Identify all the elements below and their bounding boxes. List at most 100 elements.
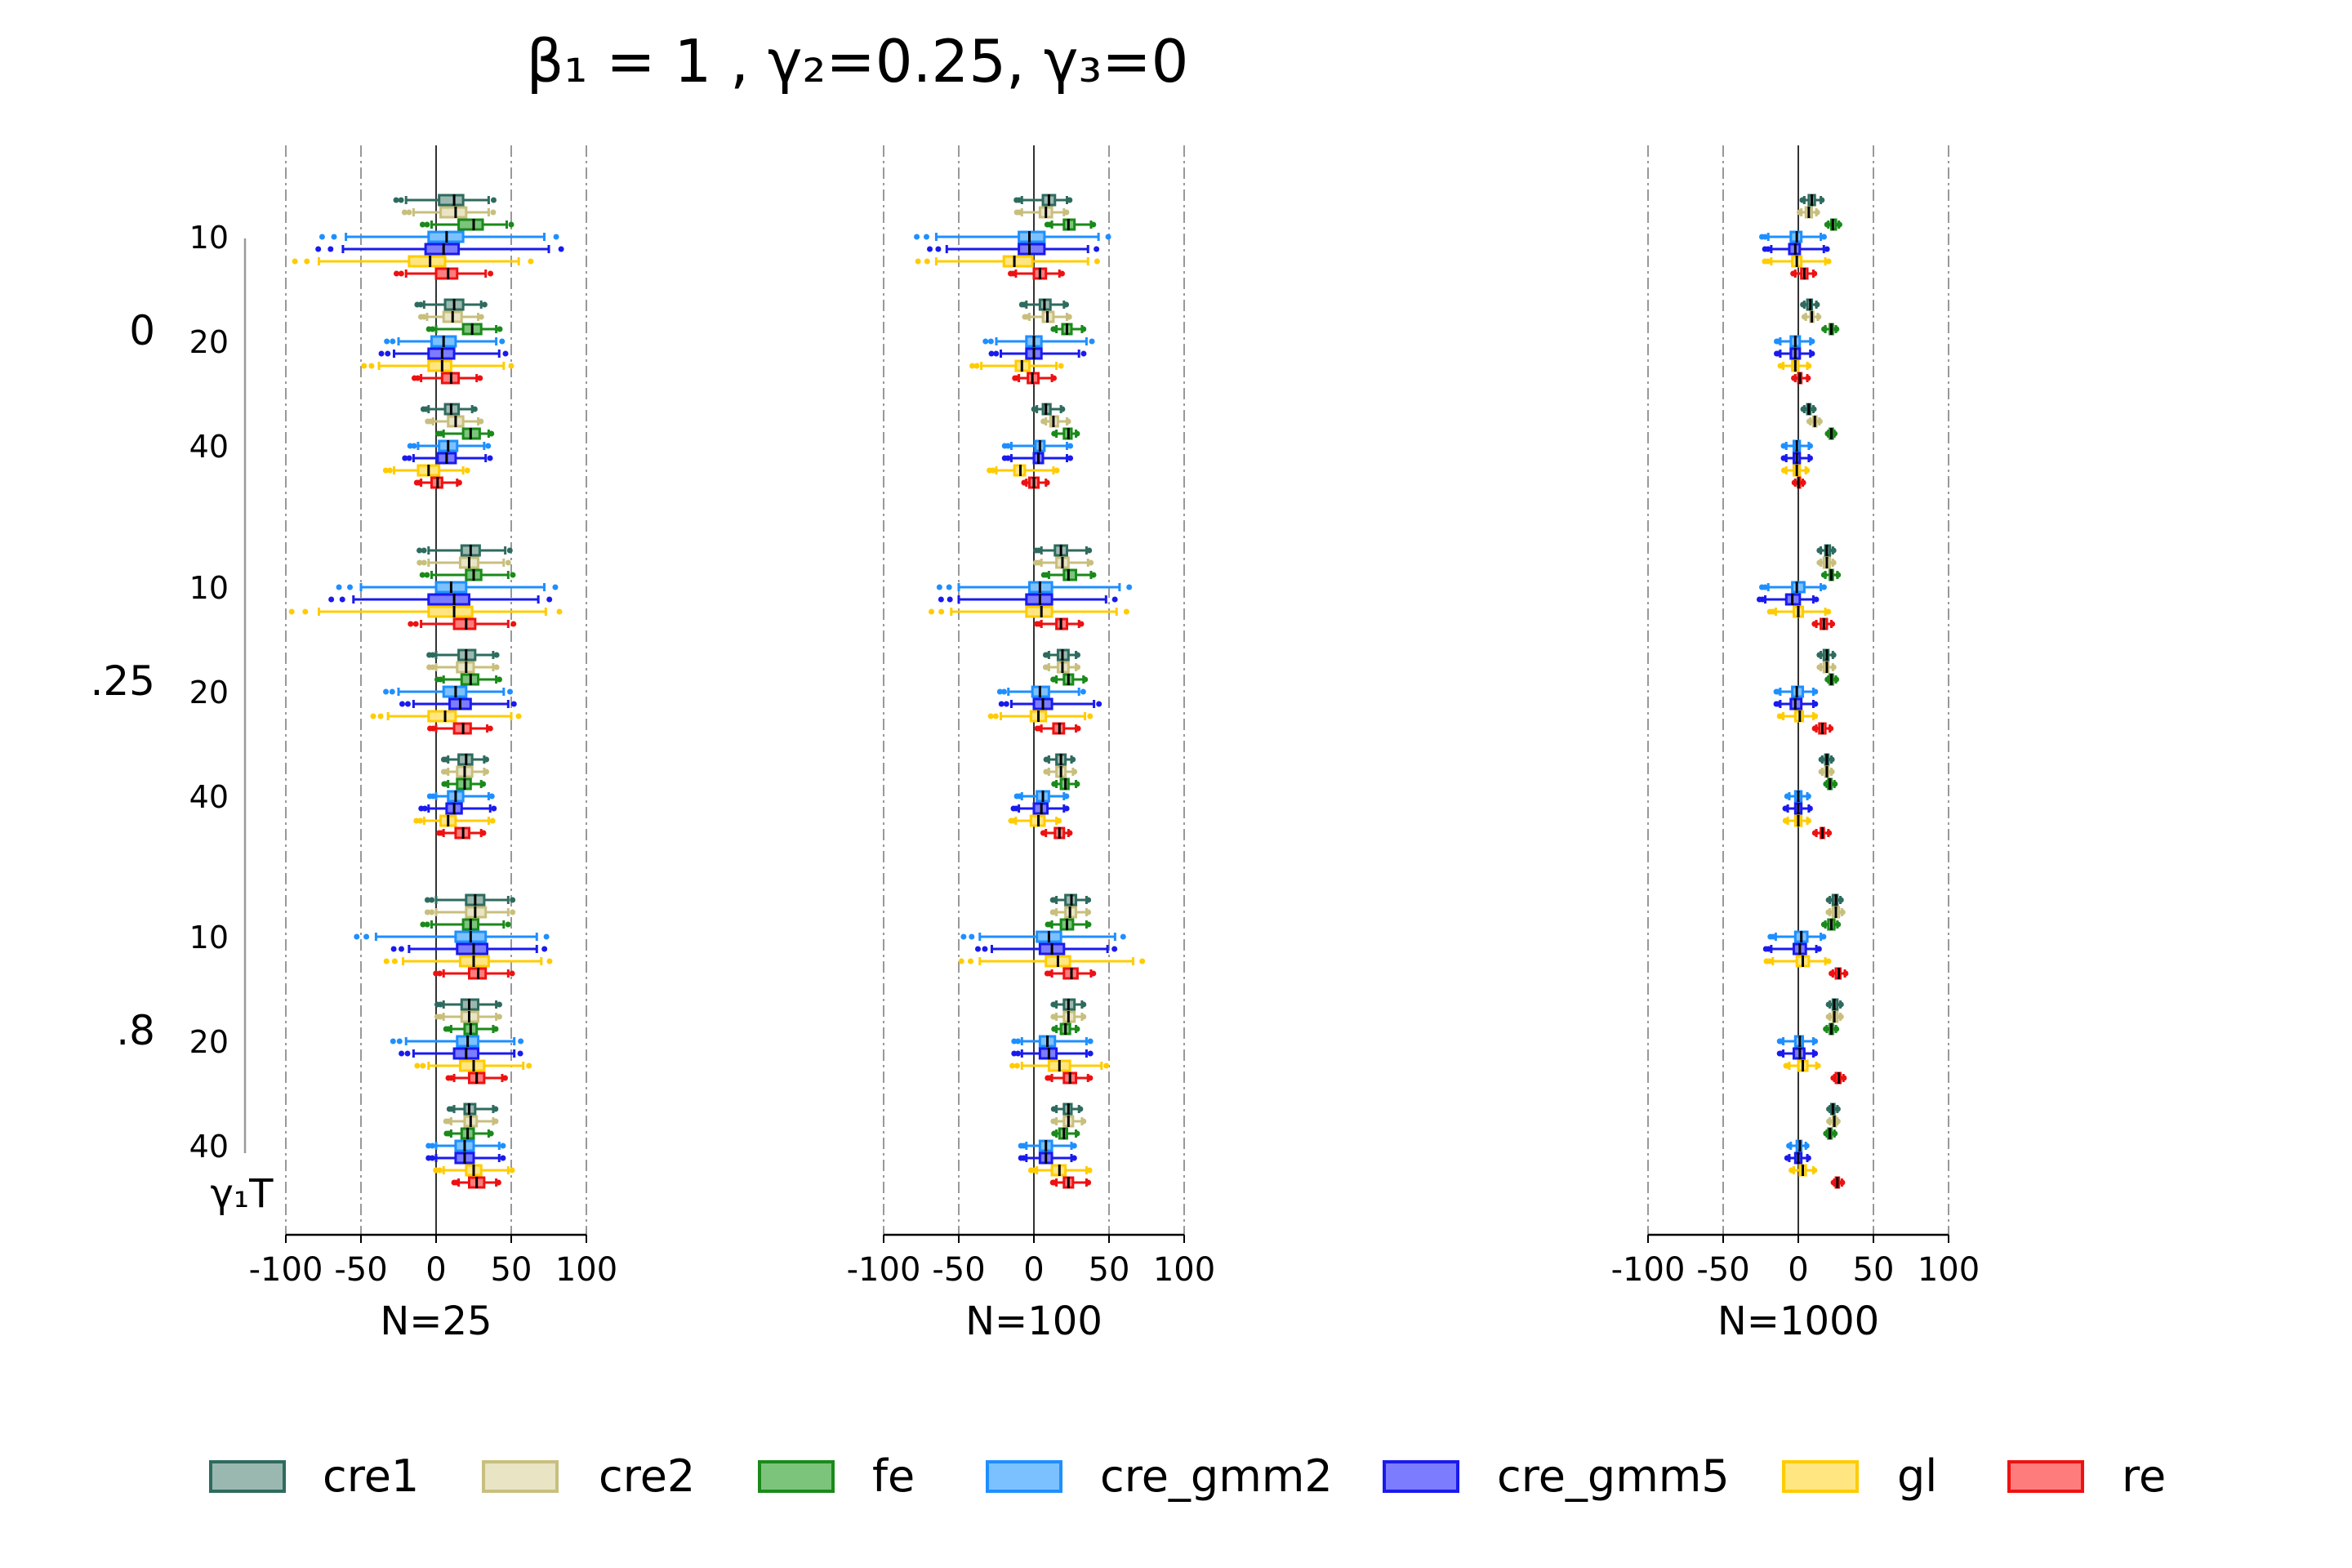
box-iqr	[1018, 230, 1046, 243]
outlier-point	[304, 258, 310, 265]
outlier-point	[485, 443, 492, 449]
outlier-point	[1070, 756, 1076, 763]
box-iqr	[427, 605, 474, 618]
box-iqr	[1018, 243, 1046, 256]
T-label: 10	[189, 570, 229, 606]
outlier-point	[1783, 1062, 1789, 1069]
outlier-point	[416, 559, 423, 566]
outlier-point	[1804, 467, 1811, 474]
outlier-point	[1807, 443, 1814, 449]
outlier-point	[1799, 197, 1806, 203]
outlier-point	[1818, 768, 1824, 775]
outlier-point	[1825, 909, 1832, 915]
outlier-point	[1825, 608, 1832, 615]
outlier-point	[434, 676, 440, 683]
outlier-point	[914, 234, 920, 240]
outlier-point	[1082, 676, 1089, 683]
box-iqr	[1791, 581, 1806, 594]
legend-swatch	[1383, 1460, 1459, 1493]
outlier-point	[302, 608, 309, 615]
outlier-point	[419, 572, 425, 578]
outlier-point	[1111, 596, 1118, 603]
outlier-point	[1816, 559, 1823, 566]
outlier-point	[426, 725, 433, 732]
legend-layer[interactable]: cre1 cre2 fe cre_gmm2 cre_gmm5 gl re	[209, 1450, 2166, 1502]
legend-item-fe[interactable]: fe	[758, 1450, 915, 1502]
outlier-point	[489, 817, 496, 824]
outlier-point	[488, 793, 495, 800]
outlier-point	[433, 1167, 439, 1174]
outlier-point	[426, 664, 433, 670]
outlier-point	[480, 830, 487, 836]
outlier-point	[1044, 479, 1050, 486]
legend-label: fe	[872, 1450, 915, 1502]
outlier-point	[1050, 1013, 1057, 1020]
outlier-point	[426, 652, 433, 658]
outlier-point	[411, 443, 417, 449]
outlier-point	[1805, 817, 1811, 824]
outlier-point	[1096, 701, 1102, 707]
outlier-point	[987, 338, 994, 345]
outlier-point	[1815, 314, 1822, 320]
outlier-point	[1032, 559, 1039, 566]
outlier-point	[1075, 652, 1081, 658]
legend-item-cre1[interactable]: cre1	[209, 1450, 419, 1502]
legend-item-cre_gmm5[interactable]: cre_gmm5	[1383, 1450, 1730, 1502]
outlier-point	[1811, 830, 1818, 836]
outlier-point	[1049, 1179, 1056, 1186]
outlier-point	[509, 970, 515, 977]
outlier-point	[1043, 756, 1049, 763]
x-tick-label: 100	[555, 1251, 617, 1289]
outlier-point	[488, 430, 495, 437]
outlier-point	[1826, 830, 1833, 836]
outlier-point	[1120, 933, 1126, 940]
outlier-point	[1812, 701, 1819, 707]
legend-item-re[interactable]: re	[2007, 1450, 2166, 1502]
x-tick-label: 0	[1788, 1251, 1808, 1289]
legend-item-cre_gmm2[interactable]: cre_gmm2	[986, 1450, 1333, 1502]
outlier-point	[1842, 970, 1849, 977]
legend-swatch	[986, 1460, 1062, 1493]
outlier-point	[1071, 1143, 1077, 1149]
outlier-point	[1013, 197, 1020, 203]
outlier-point	[927, 246, 933, 252]
outlier-point	[368, 363, 375, 369]
legend-item-gl[interactable]: gl	[1782, 1450, 1937, 1502]
y-axis-label: γ₁T	[211, 1171, 274, 1217]
group-label: .25	[90, 657, 155, 705]
outlier-point	[412, 621, 419, 627]
outlier-point	[420, 406, 426, 412]
outlier-point	[328, 596, 335, 603]
outlier-point	[987, 713, 994, 719]
outlier-point	[1080, 1013, 1087, 1020]
T-label: 20	[189, 324, 229, 360]
outlier-point	[477, 375, 483, 381]
labels-layer: 0 10 20 40 .25 10 20 40 .8 10 20 40 γ₁T	[90, 220, 274, 1217]
outlier-point	[490, 209, 497, 216]
outlier-point	[1012, 375, 1018, 381]
outlier-point	[552, 584, 559, 590]
outlier-point	[393, 270, 399, 277]
outlier-point	[478, 314, 484, 320]
outlier-point	[558, 246, 564, 252]
outlier-point	[370, 713, 376, 719]
outlier-point	[1830, 547, 1837, 554]
outlier-point	[1805, 375, 1811, 381]
outlier-point	[1782, 805, 1788, 812]
box-iqr	[1025, 605, 1054, 618]
outlier-point	[967, 958, 973, 964]
outlier-point	[363, 933, 370, 940]
outlier-point	[383, 688, 390, 695]
outlier-point	[974, 946, 981, 952]
outlier-point	[382, 467, 389, 474]
outlier-point	[1088, 559, 1094, 566]
outlier-point	[1013, 209, 1020, 216]
box-iqr	[427, 359, 452, 372]
outlier-point	[1103, 1062, 1110, 1069]
outlier-point	[1080, 1001, 1087, 1008]
T-label: 40	[189, 1129, 229, 1165]
outlier-point	[960, 933, 967, 940]
legend-item-cre2[interactable]: cre2	[482, 1450, 695, 1502]
outlier-point	[418, 805, 425, 812]
outlier-point	[556, 608, 563, 615]
